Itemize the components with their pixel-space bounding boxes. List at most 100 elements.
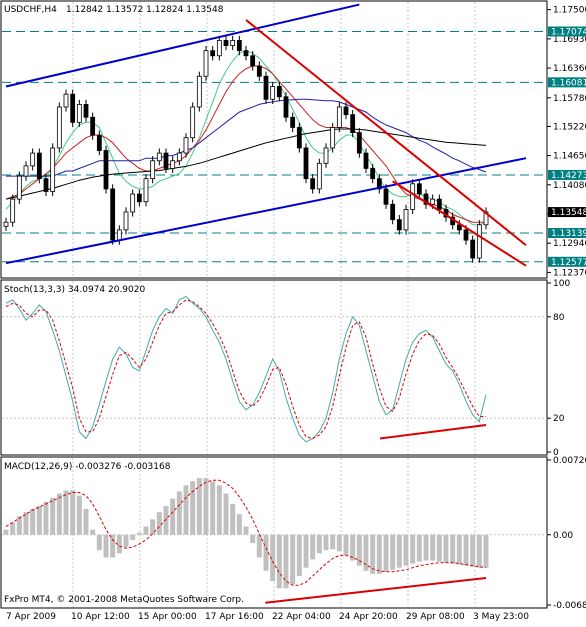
candle-body xyxy=(390,203,396,221)
candle-body xyxy=(303,147,309,180)
candle-body xyxy=(270,86,276,100)
macd-histogram-bar xyxy=(230,503,236,535)
stoch-tick-label: 100 xyxy=(553,279,570,289)
candle-body xyxy=(283,96,289,118)
candle-body xyxy=(136,193,142,203)
macd-histogram-bar xyxy=(16,516,22,535)
stoch-tick-label: 80 xyxy=(553,313,565,323)
macd-tick-label: 0.00726 xyxy=(553,456,586,466)
candle-body xyxy=(130,193,136,213)
macd-histogram-bar xyxy=(443,534,449,563)
candle-body xyxy=(163,152,169,169)
candle-body xyxy=(356,132,362,154)
candle-body xyxy=(276,86,282,98)
moving-average-line xyxy=(5,128,487,200)
price-tick-label: 1.14650 xyxy=(553,152,586,162)
candle-body xyxy=(470,239,476,259)
price-tick-label: 1.12370 xyxy=(553,268,586,278)
macd-histogram-bar xyxy=(170,498,176,535)
macd-histogram-bar xyxy=(83,509,89,535)
candle-body xyxy=(383,188,389,205)
candle-body xyxy=(196,75,202,108)
candle-body xyxy=(170,160,176,169)
macd-histogram-bar xyxy=(176,491,182,535)
candle-body xyxy=(216,40,222,57)
stoch-series-line xyxy=(5,295,487,443)
macd-histogram-bar xyxy=(323,534,329,551)
price-tick-label: 1.14080 xyxy=(553,181,586,191)
candle-body xyxy=(436,198,442,210)
copyright-text: FxPro MT4, © 2001-2008 MetaQuotes Softwa… xyxy=(4,595,244,605)
macd-histogram-bar xyxy=(250,534,256,544)
macd-histogram-bar xyxy=(210,481,216,535)
macd-histogram-bar xyxy=(123,534,129,548)
candle-body xyxy=(296,127,302,149)
macd-histogram-bar xyxy=(336,534,342,552)
macd-histogram-bar xyxy=(116,534,122,554)
stoch-layer xyxy=(2,295,547,443)
macd-histogram-bar xyxy=(396,534,402,568)
macd-histogram-bar xyxy=(143,526,149,535)
macd-histogram-bar xyxy=(296,534,302,576)
candle-body xyxy=(456,224,462,231)
axis-layer: 7 Apr 2009 10 Apr 12:00 15 Apr 00:00 17 Apr… xyxy=(6,6,586,622)
macd-histogram-bar xyxy=(223,493,229,535)
candle-body xyxy=(116,229,122,241)
candle-body xyxy=(70,93,76,123)
candle-body xyxy=(83,104,89,118)
macd-histogram-bar xyxy=(110,534,116,558)
candle-body xyxy=(223,40,229,46)
macd-histogram-bar xyxy=(290,534,296,585)
moving-average-line xyxy=(6,98,487,177)
macd-histogram-bar xyxy=(283,534,289,589)
candle-body xyxy=(370,168,376,180)
macd-histogram-bar xyxy=(96,534,102,551)
macd-histogram-bar xyxy=(363,534,369,571)
macd-histogram-bar xyxy=(303,534,309,568)
macd-histogram-bar xyxy=(423,534,429,561)
macd-histogram-bar xyxy=(130,534,136,540)
level-price-label: 1.12577 xyxy=(551,258,586,268)
macd-histogram-bar xyxy=(256,534,262,558)
macd-histogram-bar xyxy=(390,534,396,570)
candle-body xyxy=(396,219,402,231)
price-tick-label: 1.15780 xyxy=(553,94,586,104)
macd-histogram-bar xyxy=(196,478,202,535)
candle-body xyxy=(150,160,156,180)
price-ohlc: 1.12842 1.13572 1.12824 1.13548 xyxy=(66,5,224,15)
candle-body xyxy=(183,137,189,154)
macd-histogram-bar xyxy=(43,501,49,535)
macd-histogram-bar xyxy=(243,526,249,535)
macd-histogram-bar xyxy=(430,534,436,561)
candle-body xyxy=(336,106,342,128)
x-tick-label: 29 Apr 08:00 xyxy=(406,612,465,622)
level-price-tag xyxy=(548,169,586,180)
macd-histogram-bar xyxy=(36,505,42,535)
candle-body xyxy=(323,147,329,164)
macd-divergence-line xyxy=(265,577,487,604)
macd-histogram-bar xyxy=(330,534,336,550)
macd-histogram-bar xyxy=(316,534,322,554)
macd-histogram-bar xyxy=(63,490,69,535)
macd-layer xyxy=(2,478,547,604)
macd-histogram-bar xyxy=(56,493,62,535)
moving-average-line xyxy=(5,65,486,223)
macd-histogram-bar xyxy=(163,505,169,535)
price-tick-label: 1.16360 xyxy=(553,64,586,74)
macd-histogram-bar xyxy=(310,534,316,560)
candle-body xyxy=(210,50,216,57)
candle-body xyxy=(423,193,429,205)
macd-histogram-bar xyxy=(436,534,442,562)
candle-body xyxy=(143,178,149,203)
macd-histogram-bar xyxy=(476,534,482,568)
candle-body xyxy=(56,106,62,149)
x-tick-label: 10 Apr 12:00 xyxy=(71,612,130,622)
macd-histogram-bar xyxy=(470,534,476,567)
current-price-tag xyxy=(548,207,586,218)
stoch-divergence-line xyxy=(379,423,487,440)
macd-histogram-bar xyxy=(456,534,462,565)
candle-body xyxy=(476,224,482,259)
x-tick-label: 3 May 23:00 xyxy=(473,612,529,622)
macd-tick-label: 0.00 xyxy=(553,531,573,541)
